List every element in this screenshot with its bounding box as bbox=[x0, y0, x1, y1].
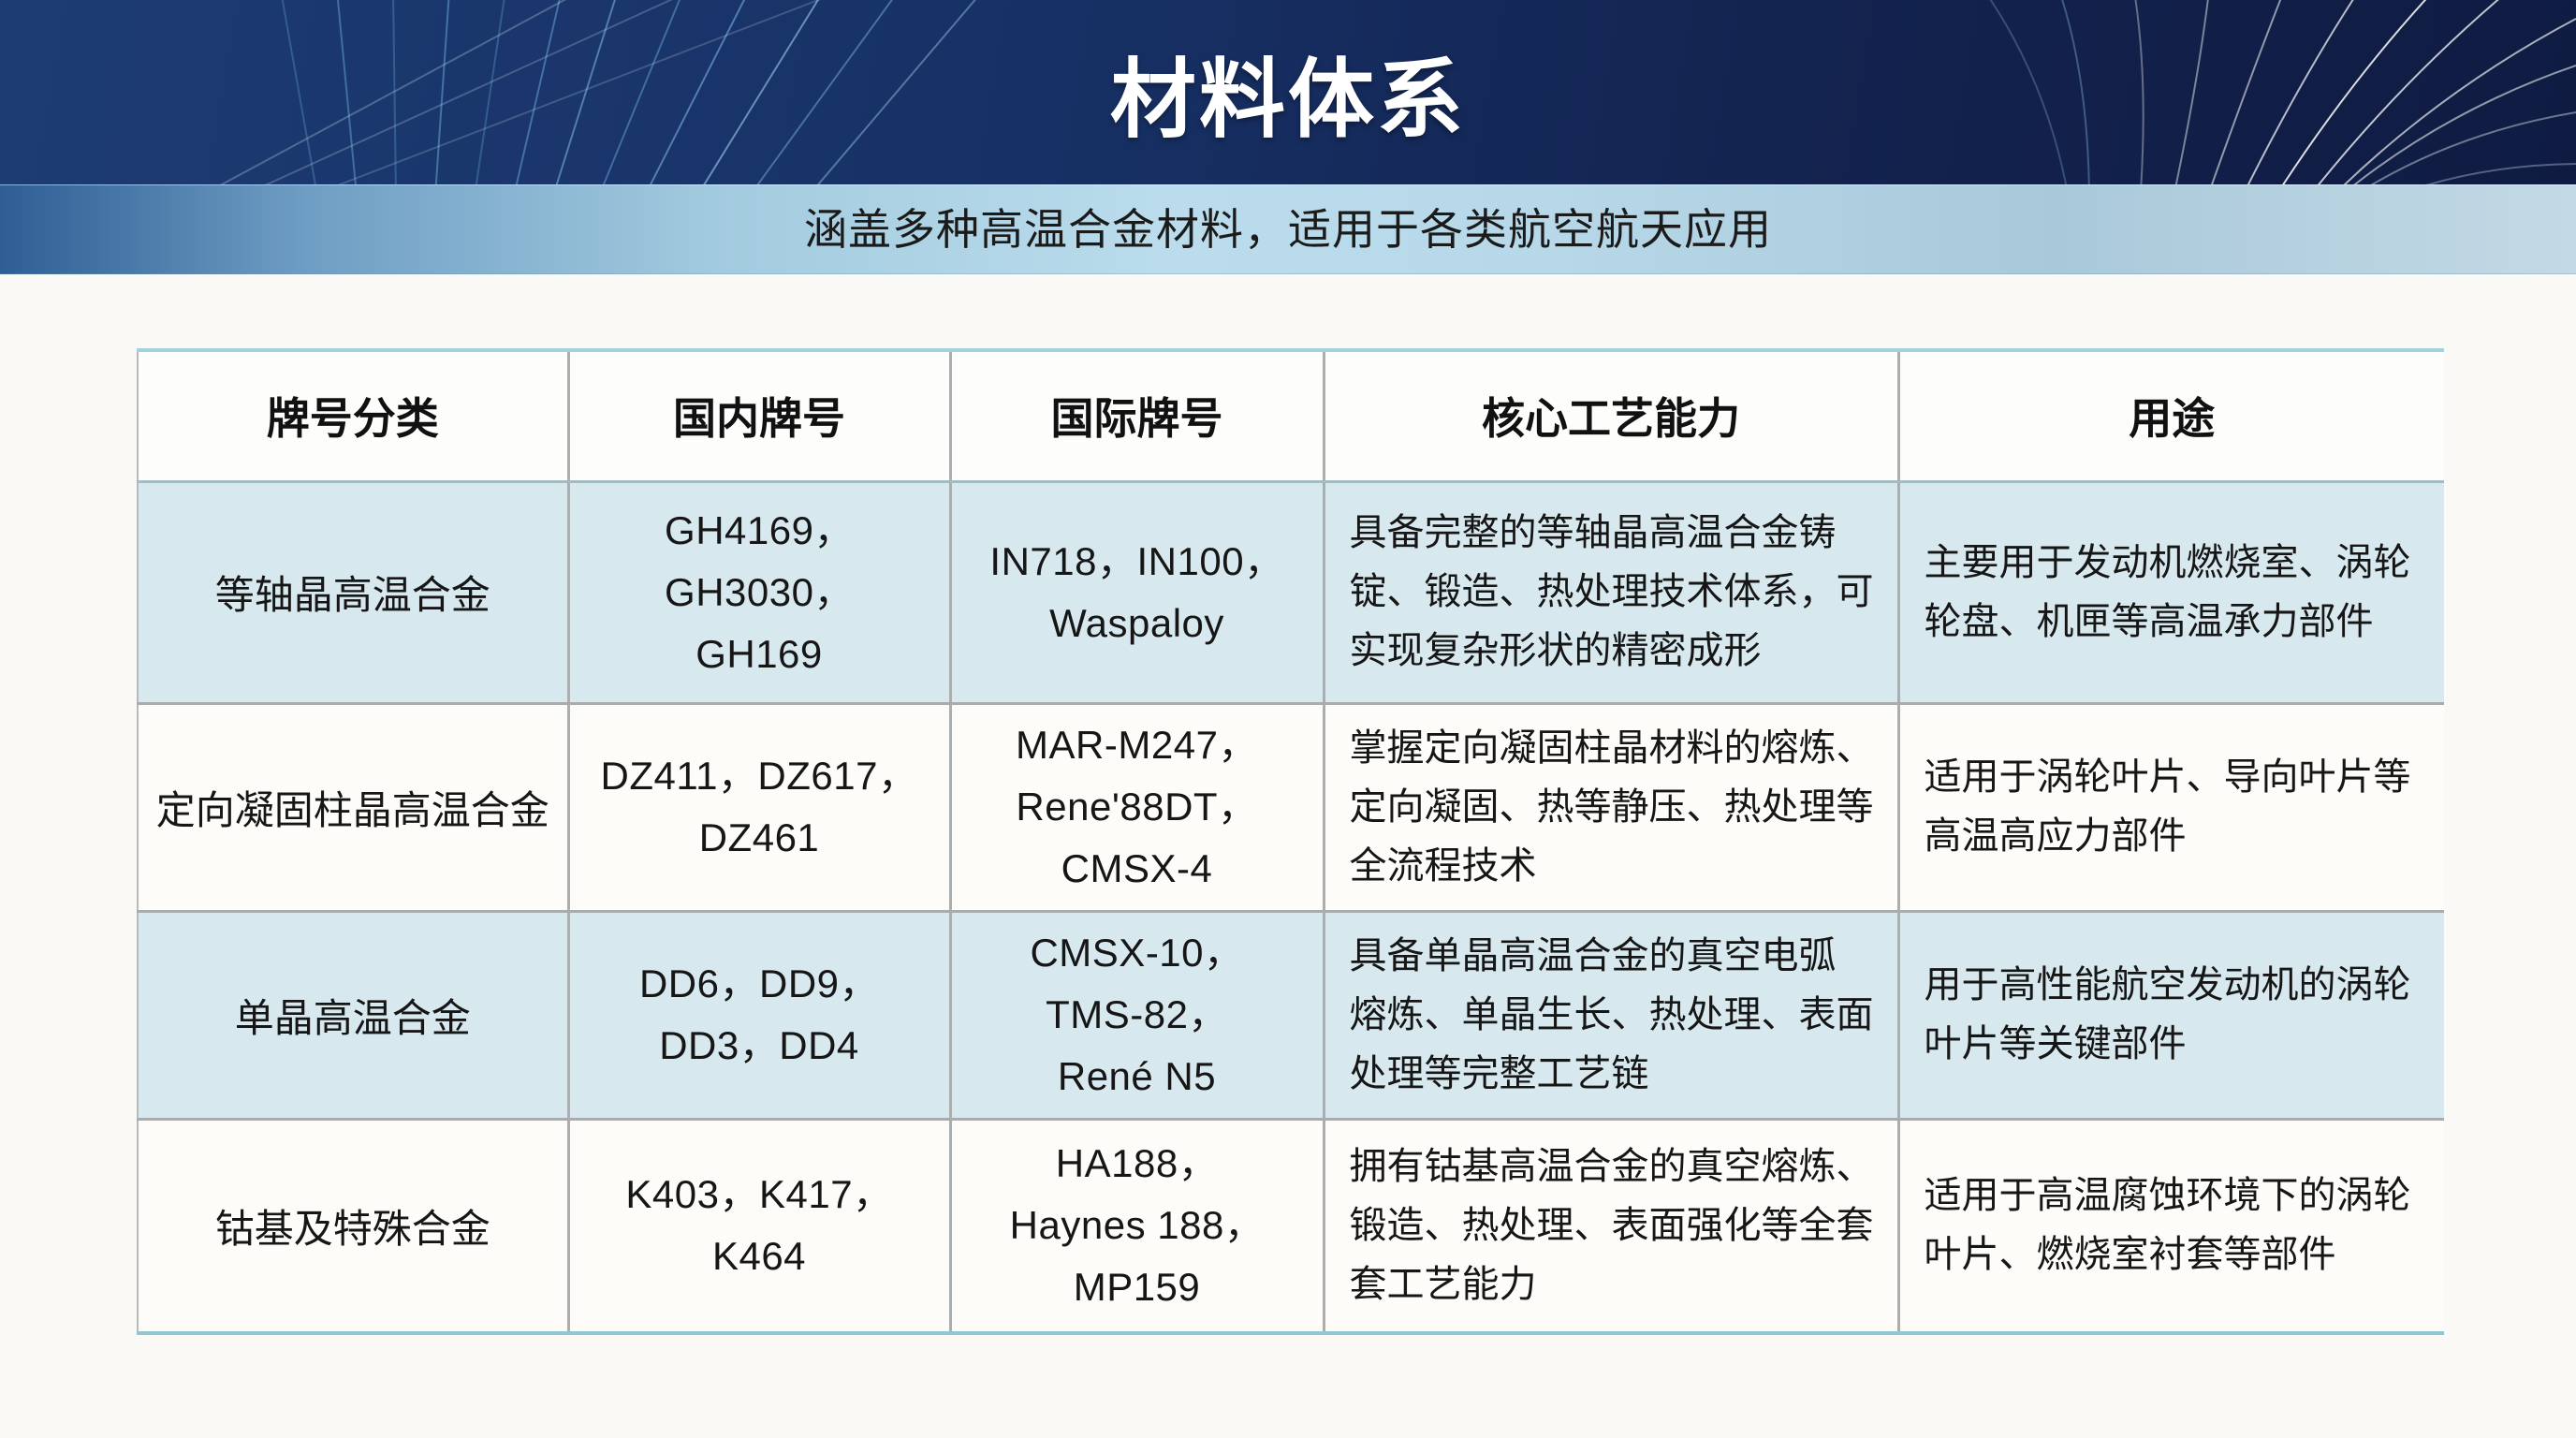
cell-category: 定向凝固柱晶高温合金 bbox=[138, 703, 570, 913]
cell-core-capability: 具备完整的等轴晶高温合金铸 锭、锻造、热处理技术体系，可 实现复杂形状的精密成形 bbox=[1324, 481, 1900, 705]
table-row-cobalt-and-special-alloys: 钴基及特殊合金 K403，K417， K464 HA188， Haynes 18… bbox=[138, 1119, 2444, 1335]
cell-usage: 主要用于发动机燃烧室、涡轮 轮盘、机匣等高温承力部件 bbox=[1898, 481, 2444, 705]
table-row-directionally-solidified-superalloy: 定向凝固柱晶高温合金 DZ411，DZ617， DZ461 MAR-M247， … bbox=[138, 703, 2444, 913]
subtitle-banner: 涵盖多种高温合金材料，适用于各类航空航天应用 bbox=[0, 184, 2576, 274]
cell-usage: 适用于高温腐蚀环境下的涡轮 叶片、燃烧室衬套等部件 bbox=[1898, 1119, 2444, 1335]
slide-title: 材料体系 bbox=[1109, 52, 1466, 148]
fan-lines-decoration bbox=[219, 0, 2576, 184]
slide-subtitle: 涵盖多种高温合金材料，适用于各类航空航天应用 bbox=[804, 205, 1772, 254]
cell-usage: 适用于涡轮叶片、导向叶片等 高温高应力部件 bbox=[1898, 703, 2444, 913]
column-header-grade-category: 牌号分类 bbox=[138, 350, 570, 483]
table-row-equiaxed-superalloy: 等轴晶高温合金 GH4169， GH3030， GH169 IN718，IN10… bbox=[138, 481, 2444, 705]
cell-domestic-grades: GH4169， GH3030， GH169 bbox=[568, 481, 952, 705]
cell-category: 钴基及特殊合金 bbox=[138, 1119, 570, 1335]
cell-domestic-grades: K403，K417， K464 bbox=[568, 1119, 952, 1335]
cell-domestic-grades: DZ411，DZ617， DZ461 bbox=[568, 703, 952, 913]
column-header-core-capability: 核心工艺能力 bbox=[1324, 350, 1900, 483]
cell-international-grades: CMSX-10， TMS-82， René N5 bbox=[950, 911, 1325, 1121]
cell-core-capability: 具备单晶高温合金的真空电弧 熔炼、单晶生长、热处理、表面 处理等完整工艺链 bbox=[1324, 911, 1900, 1121]
cell-international-grades: IN718，IN100， Waspaloy bbox=[950, 481, 1325, 705]
cell-category: 单晶高温合金 bbox=[138, 911, 570, 1121]
cell-core-capability: 拥有钴基高温合金的真空熔炼、 锻造、热处理、表面强化等全套 套工艺能力 bbox=[1324, 1119, 1900, 1335]
cell-category: 等轴晶高温合金 bbox=[138, 481, 570, 705]
cell-international-grades: MAR-M247， Rene'88DT， CMSX-4 bbox=[950, 703, 1325, 913]
cell-usage: 用于高性能航空发动机的涡轮 叶片等关键部件 bbox=[1898, 911, 2444, 1121]
table-row-single-crystal-superalloy: 单晶高温合金 DD6，DD9， DD3，DD4 CMSX-10， TMS-82，… bbox=[138, 911, 2444, 1121]
cell-domestic-grades: DD6，DD9， DD3，DD4 bbox=[568, 911, 952, 1121]
materials-table: 牌号分类 国内牌号 国际牌号 核心工艺能力 用途 等轴晶高温合金 GH4169，… bbox=[137, 348, 2444, 1335]
header-banner: 材料体系 bbox=[0, 0, 2576, 184]
column-header-domestic-grades: 国内牌号 bbox=[568, 350, 952, 483]
cell-international-grades: HA188， Haynes 188， MP159 bbox=[950, 1119, 1325, 1335]
column-header-usage: 用途 bbox=[1898, 350, 2444, 483]
table-header-row: 牌号分类 国内牌号 国际牌号 核心工艺能力 用途 bbox=[138, 350, 2444, 483]
column-header-international-grades: 国际牌号 bbox=[950, 350, 1325, 483]
cell-core-capability: 掌握定向凝固柱晶材料的熔炼、 定向凝固、热等静压、热处理等 全流程技术 bbox=[1324, 703, 1900, 913]
